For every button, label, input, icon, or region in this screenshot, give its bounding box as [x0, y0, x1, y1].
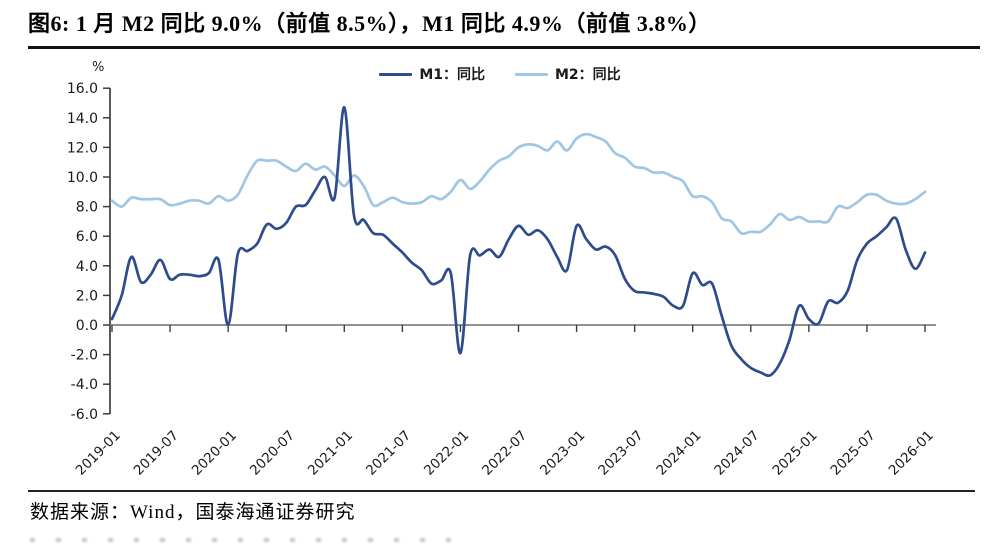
x-tick-label: 2022-01 [421, 428, 472, 479]
data-source-text: 数据来源：Wind，国泰海通证券研究 [30, 502, 356, 523]
m1-series-line [110, 106, 927, 378]
y-tick-label: -4.0 [71, 377, 98, 393]
x-tick-label: 2023-01 [537, 428, 588, 479]
x-tick-label: 2019-07 [131, 428, 182, 479]
y-tick-label: 8.0 [76, 200, 98, 216]
cropped-next-line-remnant [30, 538, 470, 542]
x-tick-label: 2024-01 [653, 428, 704, 479]
y-tick-label: 10.0 [67, 170, 98, 186]
title-underline [28, 46, 980, 49]
legend-item-m1: M1：同比 [379, 64, 485, 84]
m1-line-swatch-icon [379, 72, 413, 76]
y-axis-unit-label: % [92, 60, 105, 75]
y-tick-label: -6.0 [71, 407, 98, 423]
y-tick-label: 12.0 [67, 140, 98, 156]
x-tick-label: 2020-01 [189, 428, 240, 479]
figure-title: 图6: 1 月 M2 同比 9.0%（前值 8.5%），M1 同比 4.9%（前… [28, 11, 711, 36]
y-tick-label: 4.0 [76, 259, 98, 275]
y-tick-label: 14.0 [67, 111, 98, 127]
x-tick-label: 2024-07 [711, 428, 762, 479]
legend-label-m1: M1：同比 [419, 67, 485, 83]
y-tick-label: 6.0 [76, 229, 98, 245]
x-tick-label: 2021-07 [363, 428, 414, 479]
x-tick-label: 2023-07 [595, 428, 646, 479]
x-tick-label: 2021-01 [305, 428, 356, 479]
x-tick-label: 2025-07 [828, 428, 879, 479]
legend-item-m2: M2：同比 [515, 64, 621, 84]
y-tick-label: 2.0 [76, 288, 98, 304]
m2-line-swatch-icon [515, 72, 548, 76]
x-tick-label: 2026-01 [886, 428, 937, 479]
chart-legend: M1：同比 M2：同比 [0, 64, 1000, 84]
y-tick-label: 0.0 [76, 318, 98, 334]
source-divider [28, 490, 975, 492]
y-tick-label: -2.0 [71, 348, 98, 364]
x-tick-label: 2020-07 [247, 428, 298, 479]
x-tick-label: 2022-07 [479, 428, 530, 479]
x-tick-label: 2019-01 [73, 428, 124, 479]
x-tick-label: 2025-01 [769, 428, 820, 479]
m2-series-line [110, 132, 927, 236]
y-tick-label: 16.0 [67, 81, 98, 97]
legend-label-m2: M2：同比 [555, 67, 621, 83]
